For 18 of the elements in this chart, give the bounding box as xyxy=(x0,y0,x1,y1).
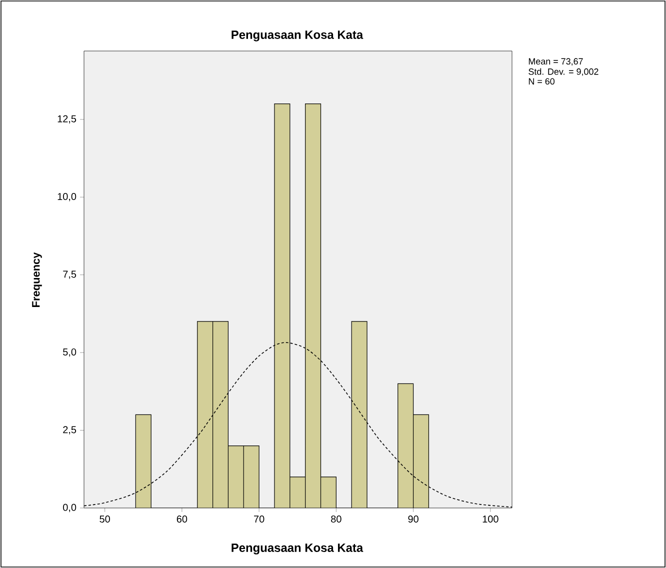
y-tick-label: 7,5 xyxy=(63,270,76,279)
x-tick-label: 60 xyxy=(176,516,188,523)
text: Std. Dev. = 9,002 xyxy=(528,68,598,76)
x-tick-label: 50 xyxy=(100,516,110,523)
chart-title: Penguasaan Kosa Kata xyxy=(232,30,364,42)
y-axis-title: Frequency xyxy=(32,252,42,307)
y-tick-label: 2,5 xyxy=(63,426,76,434)
text: Mean = 73,67 xyxy=(528,58,583,66)
y-tick-label: 12,5 xyxy=(58,115,76,124)
y-tick-label: 0,0 xyxy=(63,504,76,512)
x-axis-title: Penguasaan Kosa Kata xyxy=(232,544,364,554)
x-tick-label: 80 xyxy=(331,516,342,523)
x-tick-label: 70 xyxy=(254,516,264,523)
x-tick-label: 100 xyxy=(482,516,498,523)
y-tick-label: 5,0 xyxy=(63,348,76,357)
y-tick-label: 10,0 xyxy=(58,193,76,202)
text: N = 60 xyxy=(528,78,555,85)
x-tick-label: 90 xyxy=(408,516,418,523)
